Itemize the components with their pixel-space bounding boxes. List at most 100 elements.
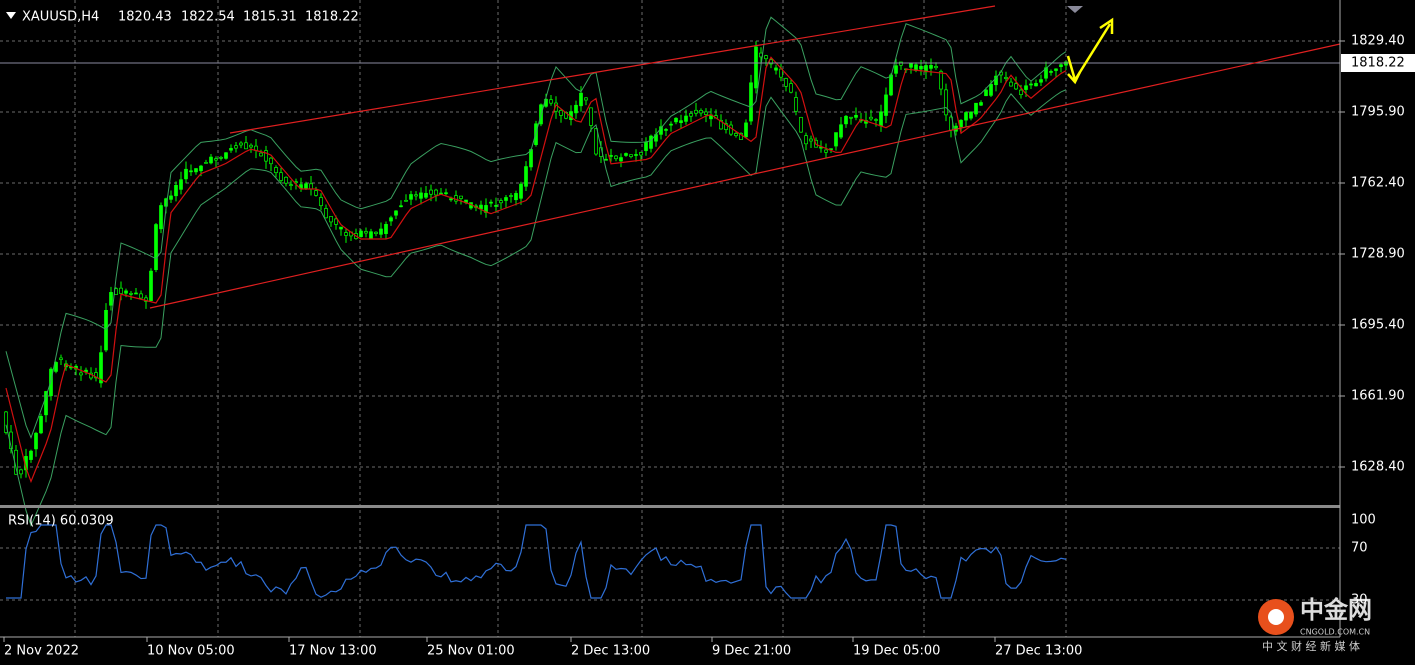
candle-body: [919, 65, 923, 70]
candle-body: [944, 89, 948, 116]
candle-body: [1054, 68, 1058, 71]
candle-body: [364, 231, 368, 234]
candle-body: [734, 133, 738, 137]
candle-body: [1004, 76, 1008, 79]
candle-body: [994, 75, 998, 86]
candle-body: [424, 193, 428, 198]
time-label: 2 Dec 13:00: [571, 644, 650, 659]
candle-body: [809, 138, 813, 142]
candle-body: [284, 176, 288, 184]
candle-body: [1049, 71, 1053, 73]
candle-body: [39, 416, 43, 434]
candle-body: [369, 231, 373, 239]
rsi-level-label: 30: [1351, 593, 1368, 608]
candle-body: [699, 110, 703, 114]
watermark-domain: CNGOLD.COM.CN: [1300, 628, 1370, 637]
candle-body: [374, 231, 378, 234]
candle-body: [134, 292, 138, 295]
candle-body: [604, 158, 608, 161]
candle-body: [794, 97, 798, 112]
candle-body: [874, 119, 878, 121]
current-price: 1818.22: [1351, 56, 1405, 71]
candle-body: [434, 189, 438, 196]
candle-body: [704, 111, 708, 115]
candle-body: [309, 183, 313, 190]
candle-body: [799, 117, 803, 133]
candle-body: [384, 224, 388, 234]
candle-body: [204, 162, 208, 164]
candle-body: [459, 195, 463, 199]
candle-body: [404, 199, 408, 202]
candle-body: [929, 65, 933, 69]
candle-body: [339, 226, 343, 230]
candle-body: [609, 155, 613, 157]
candle-body: [519, 183, 523, 199]
candle-body: [409, 194, 413, 200]
candle-body: [449, 198, 453, 201]
candle-body: [774, 67, 778, 71]
price-label: 1695.40: [1351, 318, 1405, 333]
candle-body: [34, 432, 38, 450]
candle-body: [619, 157, 623, 162]
candle-body: [104, 309, 108, 351]
candle-body: [974, 102, 978, 115]
candle-body: [584, 97, 588, 101]
rsi-level-label: 70: [1351, 541, 1368, 556]
time-label: 19 Dec 05:00: [853, 644, 940, 659]
bollinger-lower: [5, 89, 1067, 527]
candle-body: [784, 78, 788, 87]
candle-body: [224, 152, 228, 159]
high: 1822.54: [181, 10, 235, 25]
close: 1818.22: [305, 10, 359, 25]
candle-body: [94, 372, 98, 379]
candle-body: [879, 111, 883, 127]
candle-body: [509, 195, 513, 197]
watermark-logo-inner: [1268, 609, 1284, 625]
candle-body: [214, 158, 218, 161]
arrow-up: [1073, 17, 1114, 81]
candle-body: [1029, 83, 1033, 86]
rsi-label: RSI(14) 60.0309: [8, 514, 114, 529]
candle-body: [669, 123, 673, 126]
candle-body: [614, 155, 618, 160]
candle-body: [1039, 79, 1043, 83]
candle-body: [729, 124, 733, 135]
candle-body: [854, 114, 858, 118]
candle-body: [99, 352, 103, 384]
candle-body: [694, 109, 698, 114]
candle-body: [1034, 83, 1038, 87]
candle-body: [209, 156, 213, 164]
candle-body: [259, 152, 263, 157]
candle-body: [244, 142, 248, 150]
price-label: 1762.40: [1351, 176, 1405, 191]
candle-body: [444, 192, 448, 195]
candle-body: [59, 357, 63, 360]
candle-body: [964, 112, 968, 121]
candle-body: [194, 168, 198, 173]
time-label: 27 Dec 13:00: [995, 644, 1082, 659]
candle-body: [179, 179, 183, 190]
candle-body: [764, 55, 768, 60]
candle-body: [754, 46, 758, 89]
candle-body: [1009, 81, 1013, 87]
candle-body: [589, 107, 593, 126]
candle-body: [579, 92, 583, 107]
low: 1815.31: [243, 10, 297, 25]
candle-body: [679, 120, 683, 124]
price-label: 1795.90: [1351, 105, 1405, 120]
rsi-line: [6, 524, 1067, 599]
candle-body: [629, 154, 633, 157]
candle-body: [829, 148, 833, 151]
candle-body: [249, 144, 253, 148]
grid: [0, 0, 1340, 637]
candle-body: [554, 102, 558, 112]
candle-body: [184, 168, 188, 180]
candle-body: [969, 111, 973, 119]
candle-body: [19, 469, 23, 475]
candle-body: [4, 411, 8, 433]
candle-body: [1064, 61, 1068, 66]
candle-body: [524, 166, 528, 187]
candle-body: [379, 228, 383, 235]
candle-body: [689, 113, 693, 117]
